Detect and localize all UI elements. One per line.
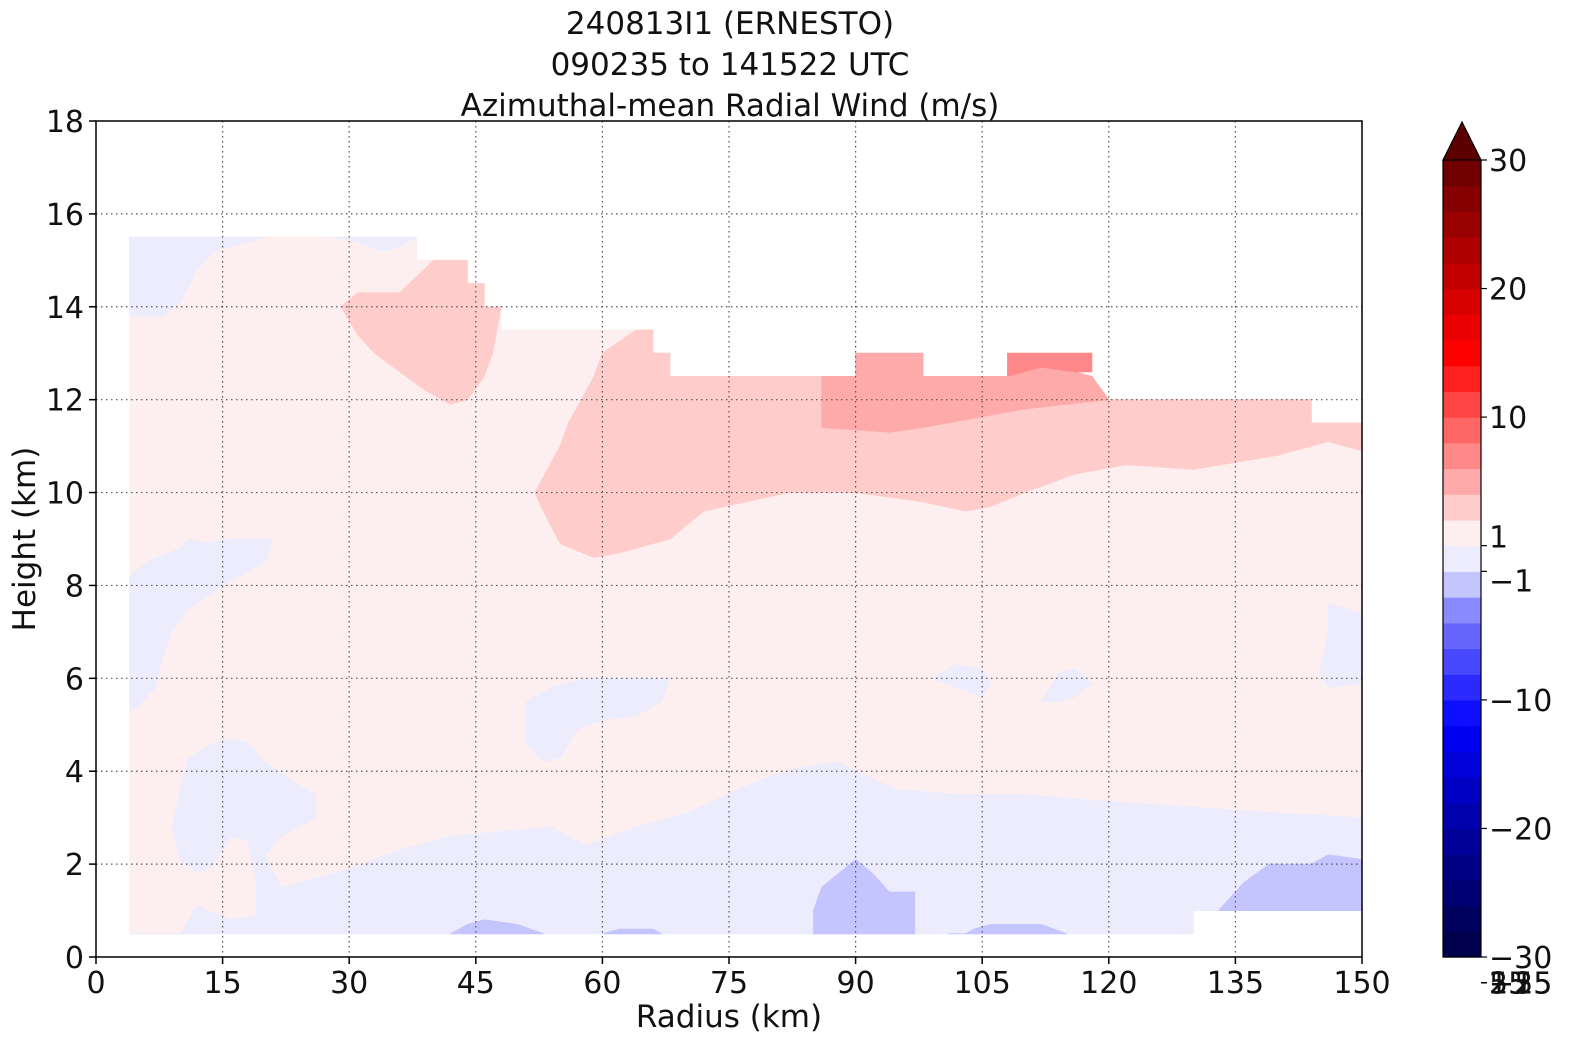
x-tick-label: 15 [204,966,242,1001]
x-tick-label: 135 [1207,966,1264,1001]
colorbar-tick-label: −20 [1489,812,1552,847]
colorbar-segment [1443,391,1481,418]
colorbar-outline [1442,160,1482,958]
colorbar-segment [1443,185,1481,213]
x-tick-label: 30 [330,966,368,1001]
contour-region-9 [129,738,1363,935]
colorbar-segment [1443,494,1481,521]
x-tick-label: 105 [954,966,1011,1001]
x-tick-label: 45 [457,966,495,1001]
y-tick-label: 12 [46,384,84,419]
colorbar-tick-label: 30 [1489,144,1527,179]
grid-lines [96,121,1362,957]
colorbar-segment [1443,674,1481,701]
colorbar-segment [1443,571,1481,598]
colorbar-segment [1443,905,1481,932]
colorbar-segment [1443,777,1481,804]
x-tick-label: 90 [837,966,875,1001]
y-tick-label: 16 [46,198,84,233]
y-axis: 0 2 4 6 8 10 12 14 16 18 [46,105,96,976]
colorbar-segment [1443,237,1481,264]
colorbar-tick-label: 1 [1489,521,1508,556]
contour-region-7 [129,538,274,712]
contour-region-8 [526,677,671,763]
colorbar-tick-label: 25 [1489,967,1527,1002]
colorbar-segment [1443,468,1481,495]
colorbar-segment [1443,211,1481,238]
y-tick-label: 6 [65,662,84,697]
x-tick-label: 120 [1080,966,1137,1001]
colorbar-tick-label: 20 [1489,273,1527,308]
chart-title: 240813I1 (ERNESTO) 090235 to 141522 UTC … [96,4,1364,127]
x-tick-label: 150 [1333,966,1390,1001]
colorbar-segment [1443,751,1481,778]
colorbar-segment [1443,288,1481,315]
colorbar-segment [1443,160,1481,187]
colorbar-segment [1443,648,1481,675]
contour-region-14 [450,919,544,935]
title-line-3: Azimuthal-mean Radial Wind (m/s) [460,88,1000,124]
colorbar-segment [1443,365,1481,392]
contour-region-1 [534,329,1363,559]
colorbar-segment [1443,725,1481,752]
colorbar-segment [1443,442,1481,470]
contour-region-6 [332,236,417,252]
y-tick-label: 14 [46,291,84,326]
colorbar-segment [1443,519,1481,547]
contour-region-15 [602,928,662,935]
colorbar-tick-label: −25 [1489,967,1552,1002]
colorbar-segment [1443,622,1481,650]
colorbar-segment [1443,828,1481,855]
contour-region-11 [930,663,992,698]
title-line-1: 240813I1 (ERNESTO) [565,6,895,42]
contour-fills [129,236,1363,935]
x-tick-label: 75 [710,966,748,1001]
contour-region-2 [340,259,502,405]
colorbar-segment [1443,314,1481,341]
colorbar-segment [1443,879,1481,907]
y-tick-label: 0 [65,941,84,976]
colorbar-tick-label: 10 [1489,401,1527,436]
x-tick-label: 0 [86,966,105,1001]
y-axis-label: Height (km) [7,447,43,632]
colorbar-segment [1443,545,1481,572]
colorbar-tick-label: −15 [1489,967,1552,1002]
y-tick-label: 2 [65,848,84,883]
colorbar-tick-label: −5 [1489,967,1533,1002]
y-tick-label: 10 [46,477,84,512]
contour-region-13 [813,858,916,935]
y-tick-label: 4 [65,755,84,790]
colorbar-extend-arrow [1442,120,1482,161]
title-line-2: 090235 to 141522 UTC [550,47,910,83]
x-tick-label: 60 [583,966,621,1001]
y-tick-label: 8 [65,569,84,604]
colorbar-segment [1443,339,1481,367]
colorbar-segment [1443,931,1481,958]
contour-region-16 [948,924,1067,935]
colorbar-tick-label: −10 [1489,684,1552,719]
colorbar-segment [1443,417,1481,444]
colorbar-segment [1443,699,1481,727]
colorbar-tick-label: 15 [1489,967,1527,1002]
contour-region-4 [1007,352,1093,377]
x-axis: 0 15 30 45 60 75 90 105 120 135 150 [86,957,1391,1001]
colorbar-segment [1443,854,1481,881]
colorbar-segment [1443,597,1481,624]
colorbar-tick-label: 5 [1489,967,1508,1002]
colorbar-tick-label: −30 [1489,941,1552,976]
contour-region-5 [129,236,265,317]
y-tick-label: 18 [46,105,84,140]
colorbar-tick-label: −1 [1489,564,1533,599]
x-axis-label: Radius (km) [636,999,822,1035]
colorbar-segment [1443,802,1481,830]
contour-region-12 [1040,668,1093,702]
colorbar-segment [1443,262,1481,290]
